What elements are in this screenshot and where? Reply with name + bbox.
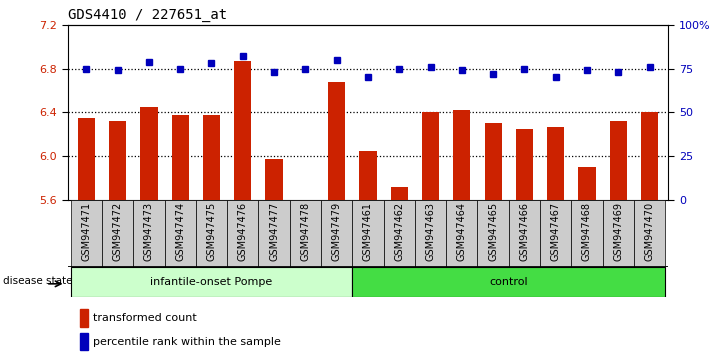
Bar — [352, 200, 384, 267]
Text: GSM947462: GSM947462 — [394, 202, 405, 261]
Bar — [422, 113, 439, 200]
Text: GSM947478: GSM947478 — [300, 202, 311, 261]
Bar — [109, 121, 127, 200]
Text: GSM947463: GSM947463 — [425, 202, 436, 261]
Bar — [77, 118, 95, 200]
Text: GSM947464: GSM947464 — [456, 202, 467, 261]
Text: GSM947468: GSM947468 — [582, 202, 592, 261]
Bar — [603, 200, 634, 267]
Bar — [547, 127, 565, 200]
Bar — [70, 267, 352, 297]
Bar — [140, 107, 158, 200]
Text: GSM947474: GSM947474 — [175, 202, 185, 261]
Bar — [265, 160, 283, 200]
Text: control: control — [489, 277, 528, 287]
Bar — [227, 200, 258, 267]
Bar — [415, 200, 447, 267]
Text: disease state: disease state — [4, 276, 73, 286]
Bar — [321, 200, 352, 267]
Text: infantile-onset Pompe: infantile-onset Pompe — [150, 277, 272, 287]
Text: GSM947472: GSM947472 — [112, 202, 122, 261]
Text: GSM947466: GSM947466 — [520, 202, 530, 261]
Text: GSM947461: GSM947461 — [363, 202, 373, 261]
Bar — [359, 151, 377, 200]
Text: GSM947467: GSM947467 — [551, 202, 561, 261]
Bar — [572, 200, 603, 267]
Bar — [390, 187, 408, 200]
Bar — [234, 61, 252, 200]
Bar — [515, 129, 533, 200]
Bar — [102, 200, 133, 267]
Text: GSM947465: GSM947465 — [488, 202, 498, 261]
Bar — [509, 200, 540, 267]
Bar — [352, 267, 665, 297]
Text: GSM947470: GSM947470 — [645, 202, 655, 261]
Text: GDS4410 / 227651_at: GDS4410 / 227651_at — [68, 8, 227, 22]
Text: GSM947476: GSM947476 — [237, 202, 247, 261]
Bar — [80, 333, 88, 350]
Bar — [578, 167, 596, 200]
Bar — [384, 200, 415, 267]
Bar — [164, 200, 196, 267]
Bar — [484, 123, 502, 200]
Text: GSM947479: GSM947479 — [331, 202, 342, 261]
Bar — [328, 82, 346, 200]
Text: GSM947471: GSM947471 — [81, 202, 91, 261]
Bar — [70, 200, 102, 267]
Bar — [641, 113, 658, 200]
Bar — [171, 115, 189, 200]
Text: GSM947473: GSM947473 — [144, 202, 154, 261]
Text: GSM947469: GSM947469 — [614, 202, 624, 261]
Bar — [258, 200, 289, 267]
Bar — [478, 200, 509, 267]
Bar — [540, 200, 572, 267]
Text: percentile rank within the sample: percentile rank within the sample — [93, 337, 282, 347]
Bar — [196, 200, 227, 267]
Text: transformed count: transformed count — [93, 313, 197, 323]
Bar — [634, 200, 665, 267]
Bar — [447, 200, 478, 267]
Text: GSM947477: GSM947477 — [269, 202, 279, 261]
Bar — [289, 200, 321, 267]
Bar — [203, 115, 220, 200]
Text: GSM947475: GSM947475 — [206, 202, 216, 261]
Bar — [609, 121, 627, 200]
Bar — [80, 309, 88, 327]
Bar — [133, 200, 164, 267]
Bar — [453, 110, 471, 200]
